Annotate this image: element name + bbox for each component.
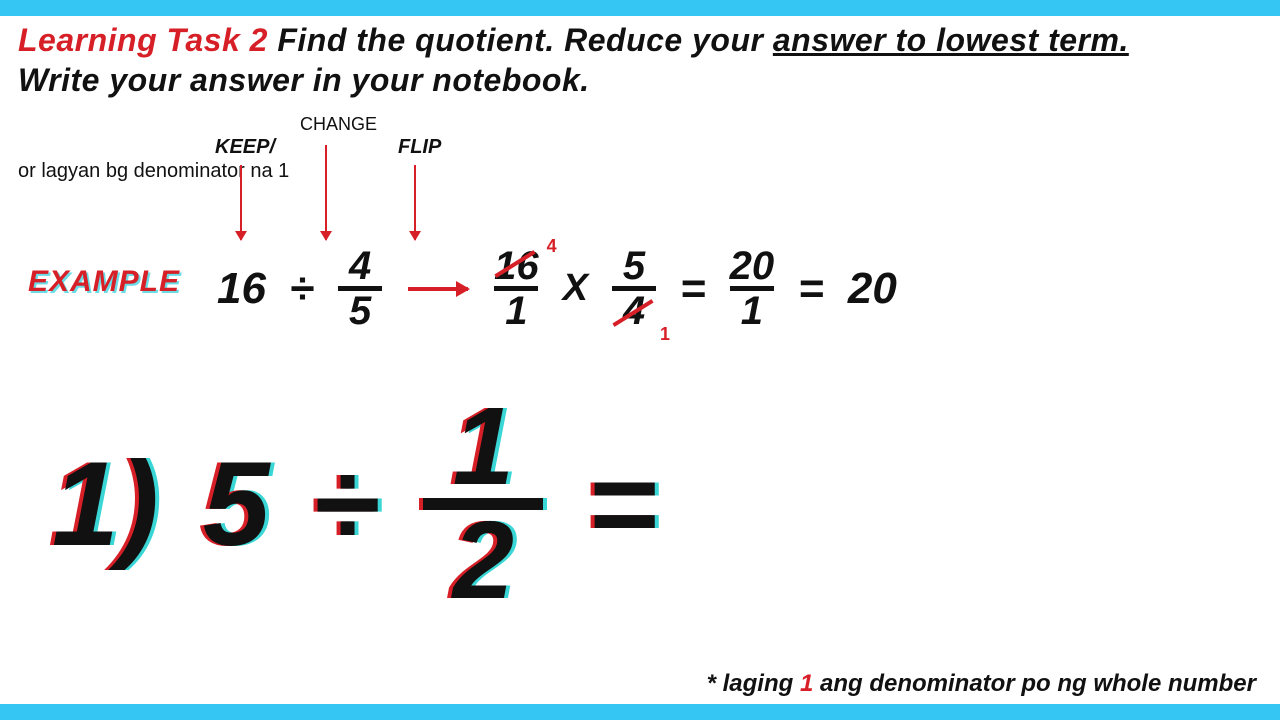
change-label: CHANGE <box>300 114 377 135</box>
problem-frac-den: 2 <box>453 514 514 608</box>
equals-2: = <box>798 264 824 314</box>
header-underlined: answer to lowest term. <box>773 22 1129 58</box>
problem-frac-num: 1 <box>453 400 514 494</box>
example-label: EXAMPLE <box>28 265 180 299</box>
footnote-one: 1 <box>800 670 813 697</box>
denominator-note: or lagyan bg denominator na 1 <box>18 160 289 183</box>
right-arrow-icon <box>408 287 468 291</box>
frac2-den: 1 <box>505 293 527 329</box>
header-rest1: Find the quotient. Reduce your <box>268 22 773 58</box>
footnote: * laging 1 ang denominator po ng whole n… <box>707 670 1256 698</box>
example-expression: 16 ÷ 4 5 16 1 4 X 5 4 1 = 20 1 = 20 <box>205 248 909 329</box>
task-label: Learning Task 2 <box>18 22 268 58</box>
example-frac-5-4: 5 4 1 <box>612 248 656 329</box>
header-block: Learning Task 2 Find the quotient. Reduc… <box>18 20 1262 100</box>
problem-divide: ÷ <box>313 444 379 564</box>
frac1-num: 4 <box>349 248 371 284</box>
arrow-keep-icon <box>240 165 242 240</box>
example-frac-20-1: 20 1 <box>730 248 775 329</box>
bottom-bar <box>0 704 1280 720</box>
top-bar <box>0 0 1280 16</box>
frac4-num: 20 <box>730 248 775 284</box>
frac1-den: 5 <box>349 293 371 329</box>
equals-1: = <box>680 264 706 314</box>
flip-label: FLIP <box>398 136 441 159</box>
footnote-rest: ang denominator po ng whole number <box>813 670 1256 697</box>
keep-label: KEEP/ <box>215 136 275 159</box>
arrow-change-icon <box>325 145 327 240</box>
problem-index: 1) <box>52 444 159 564</box>
times-sign: X <box>563 267 588 310</box>
problem-whole: 5 <box>203 444 270 564</box>
example-result: 20 <box>848 264 897 314</box>
divide-sign: ÷ <box>290 264 314 314</box>
example-frac-4-5: 4 5 <box>338 248 382 329</box>
frac4-den: 1 <box>741 293 763 329</box>
cancel-4-value: 1 <box>660 324 670 345</box>
cancel-16-value: 4 <box>547 236 557 257</box>
example-whole: 16 <box>217 264 266 314</box>
footnote-star: * laging <box>707 670 800 697</box>
example-frac-16-1: 16 1 4 <box>494 248 539 329</box>
frac3-num: 5 <box>623 248 645 284</box>
header-line2: Write your answer in your notebook. <box>18 62 590 98</box>
arrow-flip-icon <box>414 165 416 240</box>
problem-equals: = <box>587 444 657 564</box>
problem-frac-1-2: 1 2 <box>423 400 543 607</box>
problem-1-expression: 1) 5 ÷ 1 2 = <box>30 400 679 607</box>
